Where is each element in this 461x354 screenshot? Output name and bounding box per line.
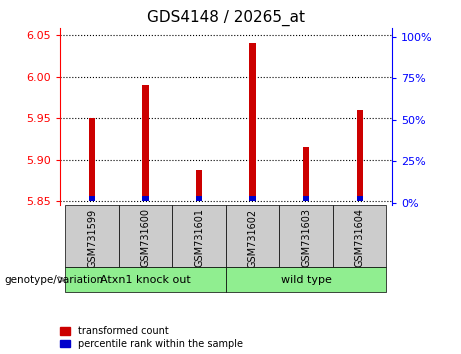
- Bar: [333, 205, 386, 267]
- Bar: [356, 196, 363, 201]
- Text: GSM731604: GSM731604: [355, 209, 365, 267]
- Text: GSM731601: GSM731601: [194, 209, 204, 267]
- Text: Atxn1 knock out: Atxn1 knock out: [100, 275, 191, 285]
- Text: GSM731599: GSM731599: [87, 209, 97, 268]
- Bar: [279, 205, 333, 267]
- Bar: [226, 205, 279, 267]
- Bar: [249, 196, 256, 201]
- Text: genotype/variation: genotype/variation: [5, 275, 104, 285]
- Bar: [303, 147, 309, 196]
- Bar: [196, 196, 202, 201]
- Bar: [142, 196, 149, 201]
- Text: GSM731600: GSM731600: [141, 209, 151, 267]
- Text: wild type: wild type: [281, 275, 331, 285]
- Bar: [89, 118, 95, 196]
- Bar: [172, 205, 226, 267]
- Bar: [119, 205, 172, 267]
- Title: GDS4148 / 20265_at: GDS4148 / 20265_at: [147, 9, 305, 25]
- Bar: [303, 196, 309, 201]
- Bar: [65, 205, 119, 267]
- Bar: [249, 43, 256, 196]
- Bar: [226, 267, 386, 292]
- Bar: [356, 110, 363, 196]
- Text: GSM731602: GSM731602: [248, 209, 258, 268]
- Bar: [89, 196, 95, 201]
- Bar: [142, 85, 149, 196]
- Bar: [196, 170, 202, 196]
- Bar: [65, 267, 226, 292]
- Legend: transformed count, percentile rank within the sample: transformed count, percentile rank withi…: [60, 326, 242, 349]
- Text: GSM731603: GSM731603: [301, 209, 311, 267]
